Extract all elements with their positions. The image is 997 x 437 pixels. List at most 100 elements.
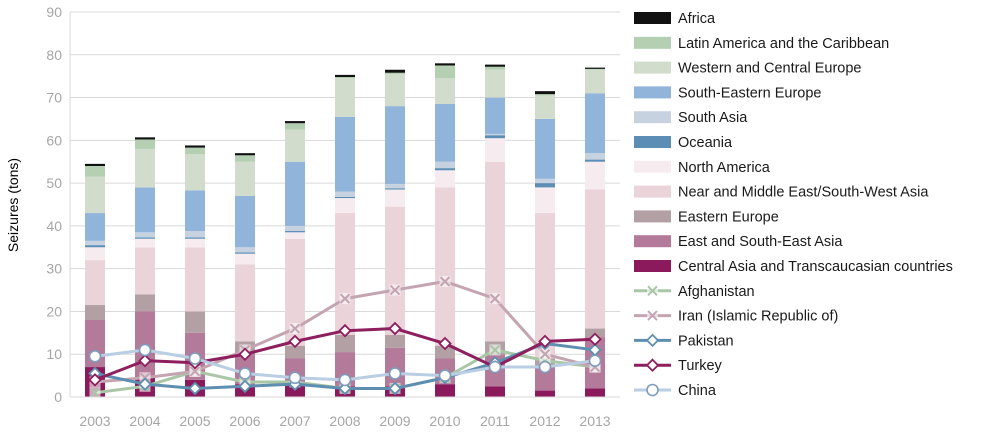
bar-segment <box>235 264 255 342</box>
y-tick-label: 10 <box>46 346 62 362</box>
bar-segment <box>385 69 405 73</box>
bar-segment <box>585 153 605 160</box>
legend-swatch <box>634 260 671 272</box>
data-point <box>238 379 252 394</box>
legend-item: Near and Middle East/South-West Asia <box>634 185 929 201</box>
bar-segment <box>385 206 405 335</box>
data-point <box>489 344 501 356</box>
bar-segment <box>585 189 605 329</box>
bar-segment <box>185 311 205 333</box>
legend-label: Oceania <box>678 135 733 151</box>
data-point <box>389 284 401 296</box>
bar-segment <box>435 161 455 169</box>
y-tick-label: 40 <box>46 218 62 234</box>
legend-label: Central Asia and Transcaucasian countrie… <box>678 259 953 275</box>
legend-item: Africa <box>634 11 716 27</box>
data-point <box>288 371 302 385</box>
legend-label: Afghanistan <box>678 284 755 300</box>
data-point <box>238 367 252 380</box>
data-point <box>588 354 602 367</box>
bar-segment <box>535 187 555 214</box>
legend-label: Near and Middle East/South-West Asia <box>678 185 929 201</box>
bar-segment <box>385 334 405 348</box>
bar-segment <box>135 232 155 238</box>
legend-item: South-Eastern Europe <box>634 85 821 101</box>
legend-item: Afghanistan <box>634 284 755 300</box>
bar-segment <box>235 253 255 265</box>
bar-segment <box>485 138 505 162</box>
bar-segment <box>585 67 605 69</box>
x-tick-label: 2008 <box>329 413 360 429</box>
legend-swatch <box>634 111 671 124</box>
x-tick-label: 2011 <box>480 413 510 429</box>
y-tick-label: 20 <box>46 303 62 319</box>
bar-segment <box>135 139 155 149</box>
data-point <box>89 387 101 399</box>
legend-item: Turkey <box>634 358 723 374</box>
x-tick-label: 2010 <box>429 413 460 429</box>
bar-segment <box>285 225 305 232</box>
bar-segment <box>185 238 205 248</box>
data-point <box>489 293 501 305</box>
data-point <box>288 334 302 349</box>
bar-segment <box>335 116 355 192</box>
bar-segment <box>285 123 305 130</box>
bar-segment <box>385 189 405 207</box>
data-point <box>138 343 152 357</box>
data-point <box>339 293 351 305</box>
bar-segment <box>385 72 405 75</box>
bar-segment <box>385 106 405 184</box>
bar-segment <box>185 247 205 312</box>
data-point <box>338 373 352 387</box>
legend-item: Oceania <box>634 135 733 151</box>
bar-segment <box>385 183 405 189</box>
bar-segment <box>185 154 205 191</box>
bar-segment <box>285 238 305 346</box>
bar-segment <box>85 176 105 214</box>
legend-marker <box>646 383 659 397</box>
bar-segment <box>185 237 205 239</box>
legend-marker <box>645 333 660 348</box>
bar-segment <box>335 213 355 335</box>
bar-segment <box>285 345 305 359</box>
bar-segment <box>435 168 455 171</box>
bar-segment <box>535 95 555 119</box>
data-point <box>438 336 452 351</box>
bar-segment <box>435 345 455 359</box>
bar-segment <box>435 103 455 162</box>
data-point <box>188 352 202 365</box>
legend-item: Central Asia and Transcaucasian countrie… <box>634 259 953 275</box>
bar-segment <box>85 260 105 306</box>
legend-item: South Asia <box>634 110 748 126</box>
bar-segment <box>85 213 105 241</box>
data-point <box>88 350 102 363</box>
bar-segment <box>285 232 305 239</box>
bar-segment <box>585 68 605 70</box>
bar-segment <box>335 198 355 214</box>
bar-segment <box>485 64 505 67</box>
legend-label: Latin America and the Caribbean <box>678 36 889 52</box>
bar-segment <box>335 74 355 78</box>
bar-segment <box>435 170 455 188</box>
bar-segment <box>335 78 355 117</box>
bar-segment <box>135 238 155 248</box>
y-tick-label: 50 <box>46 175 62 191</box>
bar-segment <box>285 129 305 162</box>
bar-segment <box>535 367 555 391</box>
legend: Africa Latin America and the Caribbean Wes… <box>634 11 953 399</box>
legend-label: Eastern Europe <box>678 209 779 225</box>
legend-label: China <box>678 383 717 399</box>
bar-segment <box>585 161 605 190</box>
data-point <box>188 381 202 396</box>
data-point <box>588 332 602 347</box>
bar-segment <box>535 390 555 397</box>
data-point <box>539 348 551 360</box>
x-tick-label: 2006 <box>229 413 260 429</box>
bar-segment <box>585 69 605 94</box>
bar-segment <box>435 384 455 397</box>
bar-segment <box>85 163 105 166</box>
y-tick-label: 30 <box>46 261 62 277</box>
y-tick-label: 70 <box>46 90 62 106</box>
y-tick-label: 60 <box>46 132 62 148</box>
